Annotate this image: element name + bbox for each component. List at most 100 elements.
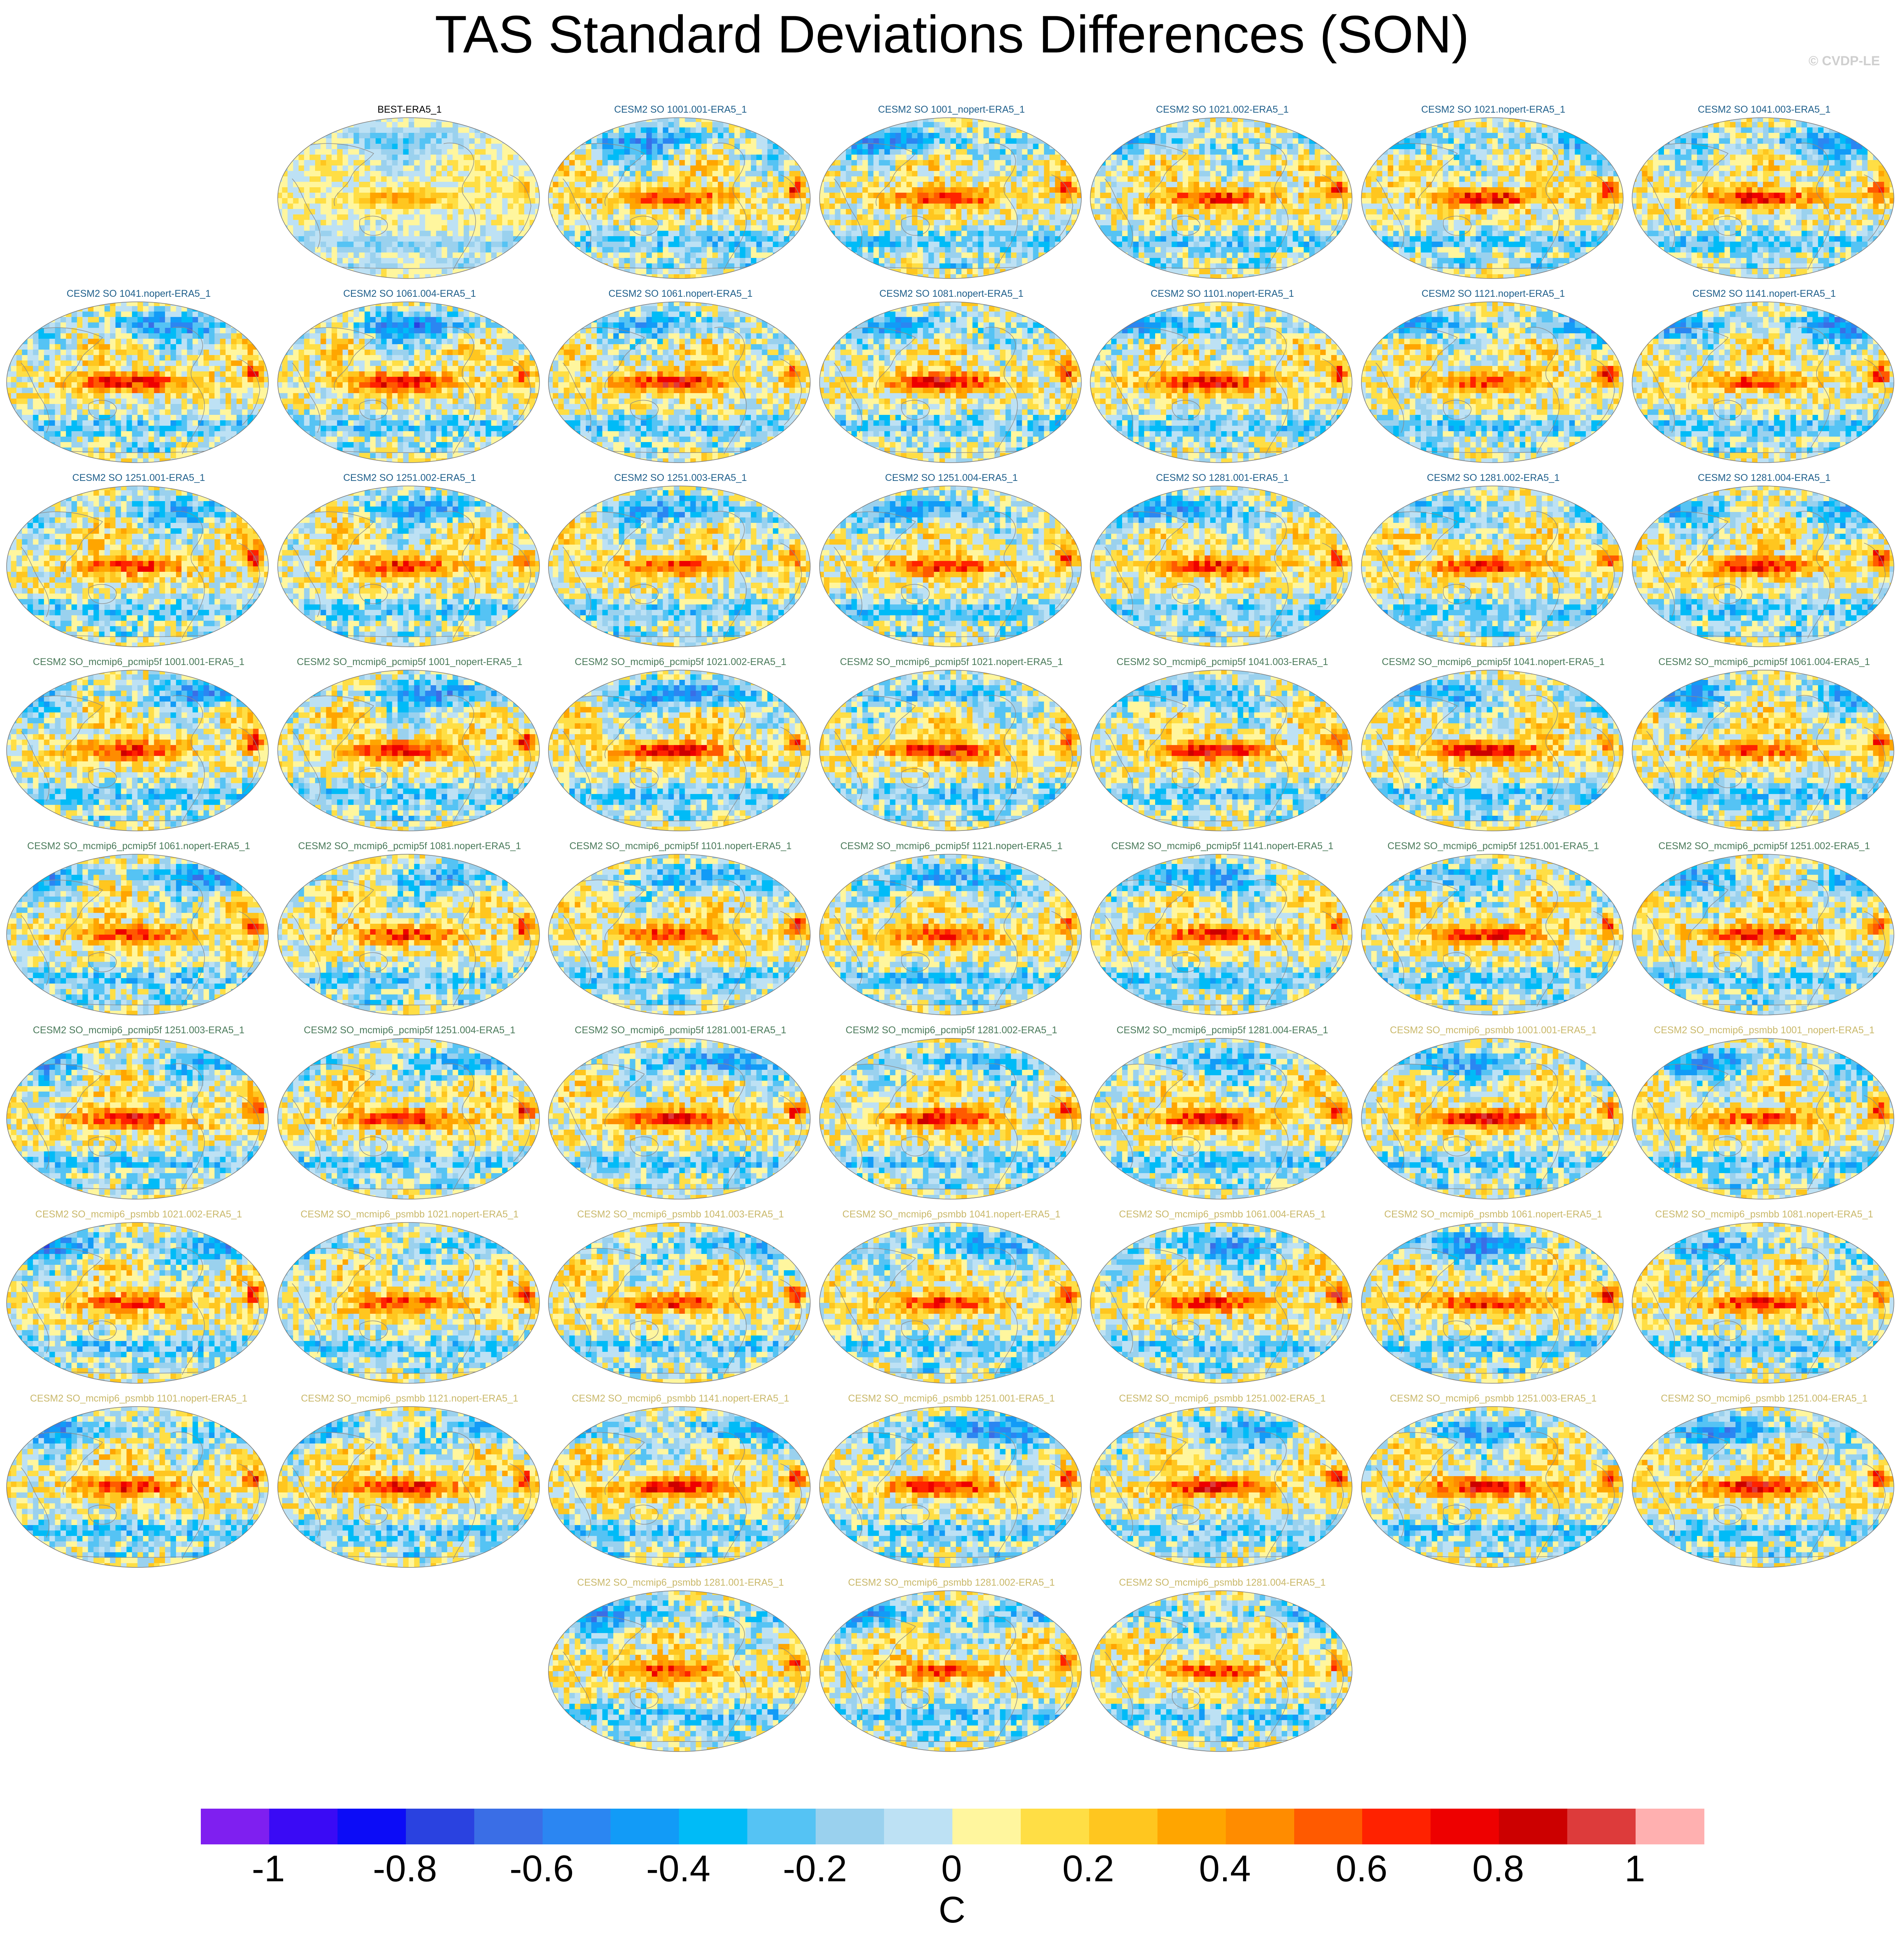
panel-title: CESM2 SO_mcmip6_pcmip5f 1281.004-ERA5_1 xyxy=(1089,1024,1356,1036)
global-map xyxy=(818,1405,1083,1569)
map-panel: CESM2 SO 1061.004-ERA5_1 xyxy=(277,287,543,470)
panel-title: CESM2 SO 1081.nopert-ERA5_1 xyxy=(818,287,1085,300)
panel-title: CESM2 SO_mcmip6_pcmip5f 1251.001-ERA5_1 xyxy=(1360,840,1627,852)
global-map xyxy=(547,1405,811,1569)
global-map xyxy=(1089,853,1353,1016)
map-panel: CESM2 SO 1021.002-ERA5_1 xyxy=(1089,103,1356,286)
panel-title: CESM2 SO_mcmip6_psmbb 1101.nopert-ERA5_1 xyxy=(5,1392,272,1405)
map-panel: CESM2 SO 1101.nopert-ERA5_1 xyxy=(1089,287,1356,470)
panel-title: CESM2 SO_mcmip6_pcmip5f 1121.nopert-ERA5… xyxy=(818,840,1085,852)
map-panel: CESM2 SO_mcmip6_pcmip5f 1251.002-ERA5_1 xyxy=(1631,840,1897,1022)
global-map xyxy=(1360,669,1624,832)
panel-title: CESM2 SO_mcmip6_pcmip5f 1021.002-ERA5_1 xyxy=(547,656,814,668)
panel-title: CESM2 SO_mcmip6_pcmip5f 1251.002-ERA5_1 xyxy=(1631,840,1897,852)
map-panel: CESM2 SO_mcmip6_psmbb 1251.003-ERA5_1 xyxy=(1360,1392,1627,1575)
map-panel: CESM2 SO_mcmip6_psmbb 1141.nopert-ERA5_1 xyxy=(547,1392,814,1575)
global-map xyxy=(1360,485,1624,648)
global-map xyxy=(1089,301,1353,464)
global-map xyxy=(818,1037,1083,1200)
panel-title: CESM2 SO 1251.002-ERA5_1 xyxy=(277,472,543,484)
global-map xyxy=(1089,117,1353,280)
map-panel: CESM2 SO 1281.004-ERA5_1 xyxy=(1631,472,1897,654)
global-map xyxy=(1631,669,1895,832)
panel-title: CESM2 SO_mcmip6_pcmip5f 1281.001-ERA5_1 xyxy=(547,1024,814,1036)
global-map xyxy=(1631,117,1895,280)
map-panel: CESM2 SO_mcmip6_pcmip5f 1001.001-ERA5_1 xyxy=(5,656,272,838)
panel-title: CESM2 SO 1251.001-ERA5_1 xyxy=(5,472,272,484)
global-map xyxy=(1089,1037,1353,1200)
map-panel: CESM2 SO_mcmip6_psmbb 1101.nopert-ERA5_1 xyxy=(5,1392,272,1575)
panel-title: CESM2 SO 1251.003-ERA5_1 xyxy=(547,472,814,484)
map-panel: CESM2 SO 1251.001-ERA5_1 xyxy=(5,472,272,654)
panel-title: CESM2 SO 1041.nopert-ERA5_1 xyxy=(5,287,272,300)
global-map xyxy=(818,853,1083,1016)
panel-title: CESM2 SO_mcmip6_pcmip5f 1001.001-ERA5_1 xyxy=(5,656,272,668)
map-panel: CESM2 SO 1121.nopert-ERA5_1 xyxy=(1360,287,1627,470)
global-map xyxy=(5,301,270,464)
panel-title: CESM2 SO_mcmip6_psmbb 1281.002-ERA5_1 xyxy=(818,1576,1085,1589)
map-panel: CESM2 SO 1061.nopert-ERA5_1 xyxy=(547,287,814,470)
global-map xyxy=(818,117,1083,280)
panel-title: CESM2 SO_mcmip6_pcmip5f 1251.004-ERA5_1 xyxy=(277,1024,543,1036)
panel-title: CESM2 SO_mcmip6_pcmip5f 1101.nopert-ERA5… xyxy=(547,840,814,852)
panel-title: CESM2 SO_mcmip6_psmbb 1251.004-ERA5_1 xyxy=(1631,1392,1897,1405)
panel-title: CESM2 SO 1141.nopert-ERA5_1 xyxy=(1631,287,1897,300)
global-map xyxy=(547,853,811,1016)
panel-title: CESM2 SO_mcmip6_psmbb 1121.nopert-ERA5_1 xyxy=(277,1392,543,1405)
map-panel: CESM2 SO_mcmip6_psmbb 1021.002-ERA5_1 xyxy=(5,1208,272,1391)
global-map xyxy=(1089,1405,1353,1569)
map-panel: CESM2 SO 1001_nopert-ERA5_1 xyxy=(818,103,1085,286)
map-panel: CESM2 SO_mcmip6_psmbb 1251.002-ERA5_1 xyxy=(1089,1392,1356,1575)
global-map xyxy=(818,485,1083,648)
panel-title: CESM2 SO 1251.004-ERA5_1 xyxy=(818,472,1085,484)
global-map xyxy=(1089,1590,1353,1753)
global-map xyxy=(818,1590,1083,1753)
global-map xyxy=(1631,853,1895,1016)
panel-title: CESM2 SO_mcmip6_pcmip5f 1061.004-ERA5_1 xyxy=(1631,656,1897,668)
global-map xyxy=(5,1221,270,1384)
global-map xyxy=(277,853,541,1016)
global-map xyxy=(1089,669,1353,832)
map-panel: CESM2 SO 1041.nopert-ERA5_1 xyxy=(5,287,272,470)
global-map xyxy=(277,1037,541,1200)
panel-title: CESM2 SO_mcmip6_psmbb 1061.nopert-ERA5_1 xyxy=(1360,1208,1627,1221)
map-panel: CESM2 SO_mcmip6_pcmip5f 1041.003-ERA5_1 xyxy=(1089,656,1356,838)
global-map xyxy=(277,117,541,280)
global-map xyxy=(818,1221,1083,1384)
global-map xyxy=(547,1037,811,1200)
panel-title: CESM2 SO_mcmip6_psmbb 1141.nopert-ERA5_1 xyxy=(547,1392,814,1405)
map-panel: BEST-ERA5_1 xyxy=(277,103,543,286)
map-panel: CESM2 SO 1281.001-ERA5_1 xyxy=(1089,472,1356,654)
global-map xyxy=(1360,853,1624,1016)
panel-title: CESM2 SO_mcmip6_pcmip5f 1021.nopert-ERA5… xyxy=(818,656,1085,668)
global-map xyxy=(277,1221,541,1384)
panel-title: CESM2 SO_mcmip6_pcmip5f 1001_nopert-ERA5… xyxy=(277,656,543,668)
map-panel: CESM2 SO_mcmip6_pcmip5f 1141.nopert-ERA5… xyxy=(1089,840,1356,1022)
global-map xyxy=(1631,485,1895,648)
panel-title: CESM2 SO 1281.001-ERA5_1 xyxy=(1089,472,1356,484)
global-map xyxy=(1631,1037,1895,1200)
global-map xyxy=(277,1405,541,1569)
panel-title: CESM2 SO_mcmip6_pcmip5f 1061.nopert-ERA5… xyxy=(5,840,272,852)
map-panel: CESM2 SO_mcmip6_psmbb 1251.004-ERA5_1 xyxy=(1631,1392,1897,1575)
map-panel: CESM2 SO_mcmip6_pcmip5f 1251.004-ERA5_1 xyxy=(277,1024,543,1207)
panel-title: CESM2 SO 1061.004-ERA5_1 xyxy=(277,287,543,300)
panel-title: BEST-ERA5_1 xyxy=(277,103,543,116)
panel-title: CESM2 SO 1001.001-ERA5_1 xyxy=(547,103,814,116)
map-panel: CESM2 SO_mcmip6_pcmip5f 1061.nopert-ERA5… xyxy=(5,840,272,1022)
panel-title: CESM2 SO_mcmip6_psmbb 1001.001-ERA5_1 xyxy=(1360,1024,1627,1036)
map-panel: CESM2 SO_mcmip6_pcmip5f 1001_nopert-ERA5… xyxy=(277,656,543,838)
global-map xyxy=(5,669,270,832)
map-panel: CESM2 SO_mcmip6_psmbb 1061.nopert-ERA5_1 xyxy=(1360,1208,1627,1391)
map-panel: CESM2 SO_mcmip6_pcmip5f 1021.nopert-ERA5… xyxy=(818,656,1085,838)
panel-title: CESM2 SO_mcmip6_psmbb 1081.nopert-ERA5_1 xyxy=(1631,1208,1897,1221)
panel-title: CESM2 SO_mcmip6_pcmip5f 1251.003-ERA5_1 xyxy=(5,1024,272,1036)
global-map xyxy=(1360,1037,1624,1200)
global-map xyxy=(547,1221,811,1384)
global-map xyxy=(277,301,541,464)
panel-title: CESM2 SO_mcmip6_psmbb 1041.nopert-ERA5_1 xyxy=(818,1208,1085,1221)
map-panel: CESM2 SO 1251.004-ERA5_1 xyxy=(818,472,1085,654)
map-panel: CESM2 SO_mcmip6_pcmip5f 1041.nopert-ERA5… xyxy=(1360,656,1627,838)
global-map xyxy=(1360,1405,1624,1569)
